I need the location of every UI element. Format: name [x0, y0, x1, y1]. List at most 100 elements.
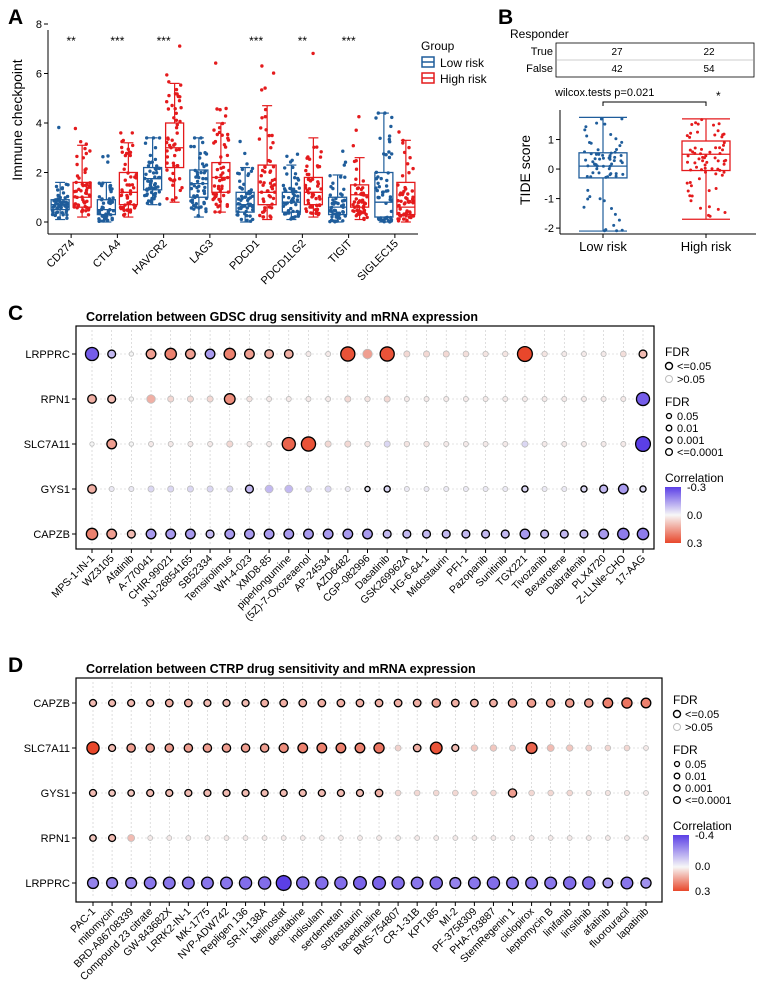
significance-mark: ***: [157, 34, 171, 48]
data-point: [379, 218, 383, 222]
data-point: [406, 199, 411, 203]
dot-lrpprc: [334, 876, 348, 890]
dot-gys1: [284, 484, 294, 494]
data-point: [236, 202, 241, 206]
gene-label: SLC7A11: [24, 743, 70, 755]
dot-lrpprc: [462, 350, 470, 358]
data-point: [154, 171, 159, 175]
data-point: [361, 206, 365, 210]
data-point: [411, 166, 415, 171]
dot-lrpprc: [600, 351, 607, 357]
data-point: [169, 178, 173, 182]
data-point: [166, 107, 171, 111]
data-point: [227, 168, 231, 173]
significance-mark: **: [298, 34, 308, 48]
legend-size-swatch: [665, 436, 673, 444]
data-point: [390, 152, 394, 156]
dot-slc7a11: [126, 743, 136, 753]
dot-rpn1: [266, 396, 273, 402]
data-point: [268, 181, 273, 185]
data-point: [583, 150, 586, 154]
data-point: [110, 217, 114, 222]
data-point: [212, 128, 216, 132]
dot-lrpprc: [442, 350, 450, 358]
data-point: [172, 164, 176, 168]
data-point: [387, 137, 391, 142]
data-point: [376, 195, 380, 200]
dot-rpn1: [318, 835, 325, 841]
gene-label: CAPZB: [33, 529, 70, 541]
legend-size-title: FDR: [665, 395, 690, 409]
legend-color-tick: -0.3: [687, 482, 706, 494]
dot-lrpprc: [305, 351, 312, 357]
dot-slc7a11: [443, 441, 450, 447]
ytick-label: 2: [36, 168, 42, 180]
dot-gys1: [226, 485, 234, 493]
data-point: [286, 209, 291, 213]
data-point: [596, 148, 600, 152]
data-point: [699, 152, 702, 156]
dot-lrpprc: [620, 350, 627, 358]
data-point: [165, 73, 169, 77]
data-point: [595, 121, 599, 125]
data-point: [83, 204, 87, 209]
dot-rpn1: [521, 396, 528, 402]
data-point: [165, 140, 169, 145]
data-point: [268, 159, 272, 164]
data-point: [273, 190, 277, 194]
dot-slc7a11: [89, 441, 95, 447]
data-point: [239, 217, 244, 222]
data-point: [246, 202, 250, 206]
data-point: [379, 176, 383, 181]
data-point: [271, 141, 275, 145]
dot-gys1: [528, 789, 535, 797]
dot-gys1: [599, 484, 609, 494]
data-point: [83, 170, 87, 175]
data-point: [178, 188, 182, 193]
data-point: [192, 184, 196, 188]
data-point: [97, 211, 102, 216]
data-point: [180, 186, 184, 190]
dot-capzb: [602, 697, 614, 709]
dot-capzb: [165, 528, 177, 540]
data-point: [195, 170, 199, 175]
dot-slc7a11: [278, 742, 289, 754]
data-point: [400, 174, 405, 178]
data-point: [614, 137, 618, 141]
data-point: [332, 200, 337, 204]
data-point: [151, 136, 156, 140]
legend-fdr-swatch: [672, 709, 682, 719]
dot-capzb: [107, 698, 117, 708]
data-point: [211, 192, 215, 196]
dot-capzb: [564, 698, 575, 708]
legend-size-swatch: [673, 760, 681, 768]
dot-capzb: [146, 698, 155, 708]
data-point: [385, 178, 389, 183]
data-point: [693, 151, 697, 155]
data-point: [224, 106, 228, 111]
data-point: [620, 117, 624, 121]
panel-label-c: C: [8, 302, 23, 325]
dot-capzb: [545, 698, 556, 708]
data-point: [165, 161, 169, 165]
data-point: [80, 195, 84, 199]
data-point: [239, 206, 243, 211]
data-point: [397, 203, 401, 208]
data-point: [609, 151, 613, 155]
data-point: [614, 172, 618, 176]
data-point: [88, 181, 92, 185]
data-point: [333, 208, 338, 213]
data-point: [267, 133, 271, 138]
dot-lrpprc: [467, 876, 481, 890]
data-point: [216, 205, 220, 209]
data-point: [612, 159, 616, 163]
data-point: [290, 158, 294, 162]
data-point: [269, 215, 273, 219]
data-point: [384, 153, 388, 157]
data-point: [401, 141, 405, 145]
data-point: [223, 145, 228, 149]
data-point: [198, 156, 202, 160]
data-point: [148, 169, 152, 173]
